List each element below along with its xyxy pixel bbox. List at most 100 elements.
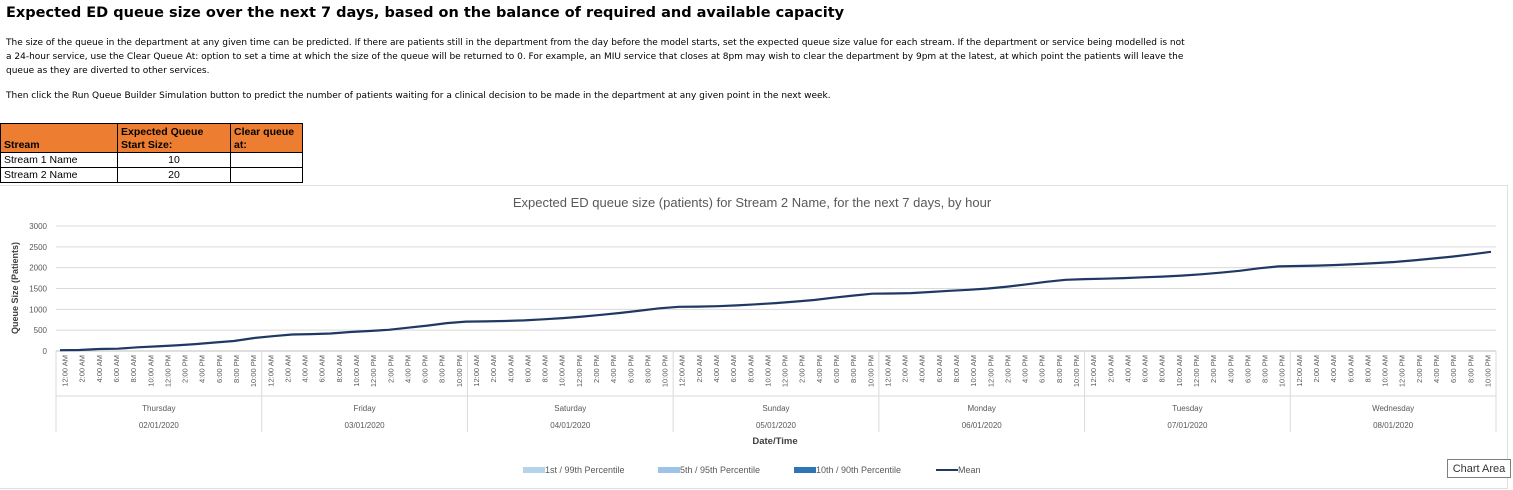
x-tick-label: 10:00 PM xyxy=(661,355,670,387)
x-tick-label: 6:00 PM xyxy=(215,355,224,383)
table-header-row: Stream Expected Queue Start Size: Clear … xyxy=(0,123,303,153)
x-tick-label: 10:00 AM xyxy=(969,355,978,387)
x-day-label: Wednesday xyxy=(1372,404,1414,413)
x-tick-label: 12:00 PM xyxy=(986,355,995,387)
x-tick-label: 2:00 AM xyxy=(489,355,498,383)
x-tick-label: 6:00 AM xyxy=(935,355,944,383)
x-tick-label: 2:00 PM xyxy=(181,355,190,383)
x-tick-label: 8:00 AM xyxy=(1158,355,1167,383)
y-axis-label: Queue Size (Patients) xyxy=(10,242,20,334)
x-tick-label: 6:00 PM xyxy=(626,355,635,383)
chart-legend[interactable]: 1st / 99th Percentile 5th / 95th Percenti… xyxy=(523,465,981,475)
x-tick-label: 4:00 AM xyxy=(95,355,104,383)
stream-input-table: Stream Expected Queue Start Size: Clear … xyxy=(0,123,303,183)
x-tick-label: 12:00 AM xyxy=(472,355,481,387)
legend-label: 5th / 95th Percentile xyxy=(680,465,760,475)
x-tick-label: 8:00 AM xyxy=(129,355,138,383)
x-tick-label: 8:00 AM xyxy=(541,355,550,383)
y-tick-label: 1500 xyxy=(29,285,47,294)
x-tick-label: 10:00 AM xyxy=(352,355,361,387)
x-tick-label: 6:00 AM xyxy=(1141,355,1150,383)
clear-queue-cell[interactable] xyxy=(230,167,303,183)
y-tick-label: 500 xyxy=(34,326,48,335)
x-tick-label: 6:00 PM xyxy=(1243,355,1252,383)
x-day-label: Sunday xyxy=(762,404,789,413)
x-tick-label: 8:00 AM xyxy=(746,355,755,383)
x-tick-label: 8:00 PM xyxy=(1466,355,1475,383)
x-date-label: 05/01/2020 xyxy=(756,421,797,430)
header-stream: Stream xyxy=(0,123,118,153)
x-tick-label: 4:00 AM xyxy=(301,355,310,383)
chart-area-tooltip: Chart Area xyxy=(1447,459,1511,478)
x-tick-label: 12:00 AM xyxy=(678,355,687,387)
y-axis: 0 500 1000 1500 2000 2500 3000 xyxy=(29,222,47,356)
x-day-label: Saturday xyxy=(554,404,586,413)
x-tick-label: 10:00 AM xyxy=(146,355,155,387)
legend-entry[interactable]: Mean xyxy=(936,465,981,475)
stream-name-cell[interactable]: Stream 2 Name xyxy=(0,167,118,183)
x-tick-label: 10:00 PM xyxy=(455,355,464,387)
x-tick-label: 4:00 PM xyxy=(815,355,824,383)
x-date-label: 07/01/2020 xyxy=(1167,421,1208,430)
x-tick-label: 12:00 PM xyxy=(1398,355,1407,387)
y-tick-label: 2000 xyxy=(29,264,47,273)
x-tick-label: 4:00 PM xyxy=(1021,355,1030,383)
description-text: The size of the queue in the department … xyxy=(6,38,1185,76)
legend-entry[interactable]: 1st / 99th Percentile xyxy=(523,465,625,475)
x-tick-label: 2:00 AM xyxy=(1106,355,1115,383)
x-tick-label: 10:00 AM xyxy=(1381,355,1390,387)
x-tick-label: 2:00 AM xyxy=(78,355,87,383)
x-tick-label: 6:00 PM xyxy=(1449,355,1458,383)
x-tick-label: 12:00 AM xyxy=(1089,355,1098,387)
x-tick-label: 2:00 AM xyxy=(1312,355,1321,383)
x-tick-label: 12:00 PM xyxy=(369,355,378,387)
x-tick-label: 4:00 AM xyxy=(712,355,721,383)
x-tick-label: 8:00 AM xyxy=(1363,355,1372,383)
x-date-label: 04/01/2020 xyxy=(550,421,591,430)
x-tick-label: 10:00 PM xyxy=(1072,355,1081,387)
x-tick-label: 4:00 AM xyxy=(1329,355,1338,383)
x-tick-label: 8:00 PM xyxy=(643,355,652,383)
x-tick-label: 6:00 AM xyxy=(523,355,532,383)
chart-series xyxy=(59,250,1492,352)
x-tick-label: 2:00 AM xyxy=(695,355,704,383)
x-tick-label: 10:00 PM xyxy=(1483,355,1492,387)
header-clear-queue: Clear queue at: xyxy=(230,123,303,153)
x-tick-label: 2:00 PM xyxy=(1415,355,1424,383)
x-date-label: 02/01/2020 xyxy=(139,421,180,430)
x-tick-label: 10:00 PM xyxy=(249,355,258,387)
x-tick-label: 4:00 PM xyxy=(403,355,412,383)
legend-entry[interactable]: 5th / 95th Percentile xyxy=(658,465,760,475)
instruction-text: Then click the Run Queue Builder Simulat… xyxy=(6,91,831,101)
legend-label: Mean xyxy=(958,465,981,475)
chart-area[interactable] xyxy=(0,185,1508,489)
header-start-size: Expected Queue Start Size: xyxy=(117,123,231,153)
x-tick-label: 10:00 AM xyxy=(1175,355,1184,387)
chart-gridlines xyxy=(56,225,1496,331)
x-date-label: 08/01/2020 xyxy=(1373,421,1414,430)
x-date-label: 03/01/2020 xyxy=(345,421,386,430)
x-axis-label: Date/Time xyxy=(752,436,797,447)
x-axis: 12:00 AM 2:00 AM 4:00 AM 6:00 AM 8:00 AM 10:0… xyxy=(55,350,1497,432)
mean-series-line xyxy=(59,250,1492,352)
x-tick-label: 12:00 AM xyxy=(266,355,275,387)
legend-swatch xyxy=(794,467,816,473)
x-day-label: Monday xyxy=(967,404,995,413)
legend-entry[interactable]: 10th / 90th Percentile xyxy=(794,465,901,475)
x-tick-label: 8:00 PM xyxy=(1055,355,1064,383)
y-tick-label: 0 xyxy=(43,347,48,356)
y-tick-label: 1000 xyxy=(29,305,47,314)
x-tick-label: 12:00 PM xyxy=(1192,355,1201,387)
legend-swatch xyxy=(523,467,545,473)
x-tick-label: 2:00 AM xyxy=(283,355,292,383)
y-tick-label: 3000 xyxy=(29,222,47,231)
x-tick-label: 10:00 PM xyxy=(1278,355,1287,387)
x-tick-label: 12:00 PM xyxy=(575,355,584,387)
x-tick-label: 6:00 AM xyxy=(1346,355,1355,383)
stream-name-cell[interactable]: Stream 1 Name xyxy=(0,152,118,168)
x-tick-label: 8:00 AM xyxy=(335,355,344,383)
x-tick-label: 2:00 PM xyxy=(1003,355,1012,383)
x-tick-label: 8:00 AM xyxy=(952,355,961,383)
x-tick-label: 6:00 PM xyxy=(832,355,841,383)
